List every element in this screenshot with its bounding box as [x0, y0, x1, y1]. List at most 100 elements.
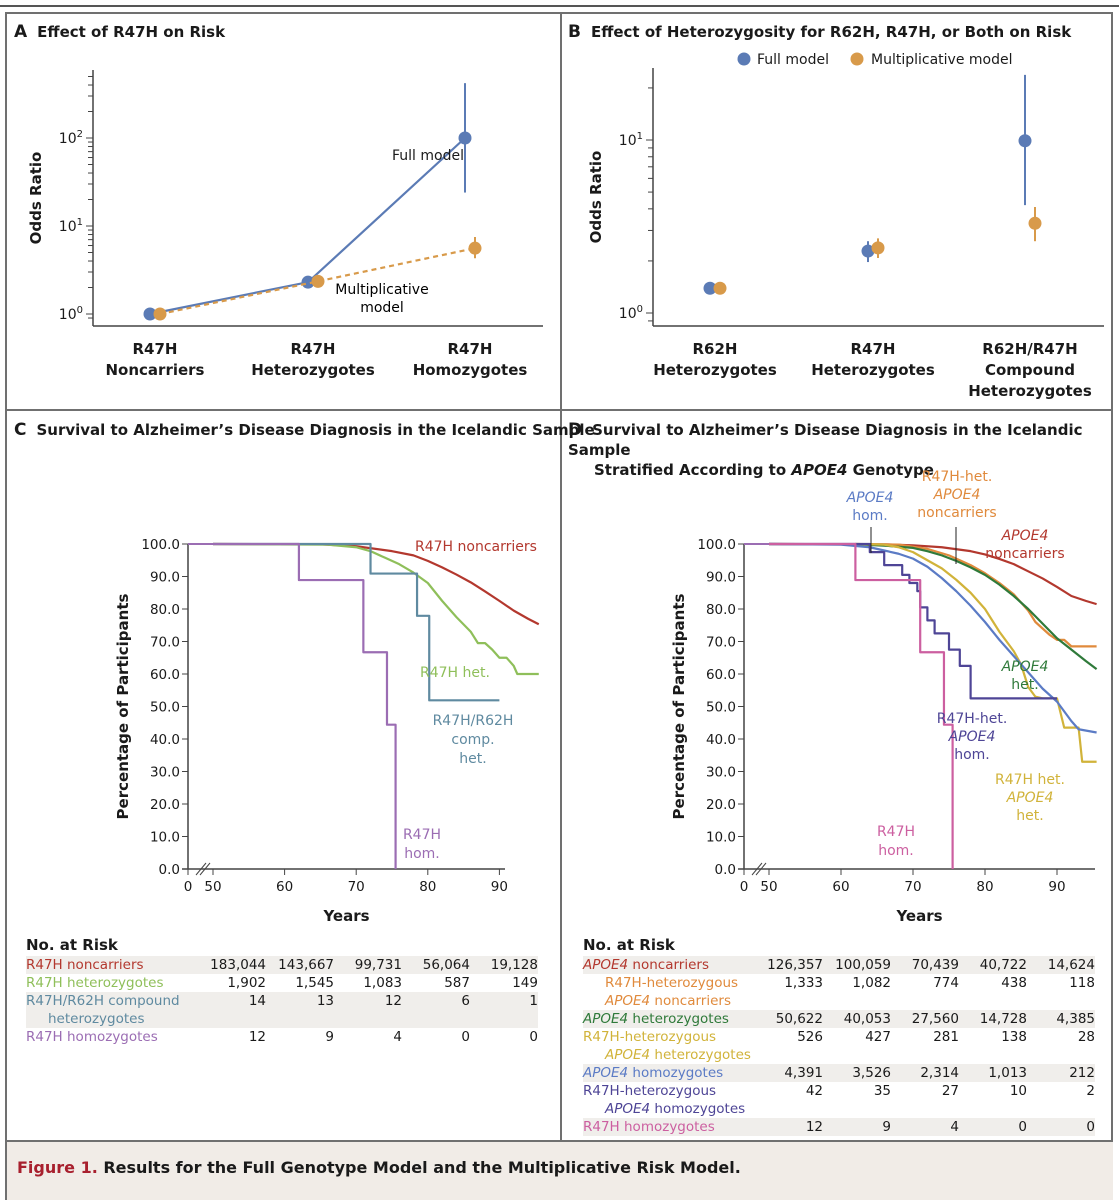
- top-rule: [0, 5, 1119, 7]
- y-tick-label: 70.0: [150, 635, 180, 651]
- x-category-label: R62H/R47H: [982, 340, 1077, 358]
- survival-curve-r47h-r62h-comp-het-: [213, 542, 500, 702]
- risk-count: 40,722: [959, 956, 1027, 974]
- x-tick-label: 70: [348, 879, 365, 895]
- risk-count: 126,357: [753, 956, 823, 974]
- survival-curve-apoe4-het-: [768, 542, 1098, 671]
- x-tick-label: 50: [204, 879, 221, 895]
- risk-table-row: R47H homozygotes 12 9 4 0 0: [583, 1118, 1095, 1136]
- risk-count: 12: [753, 1118, 823, 1136]
- x-tick-label: 50: [760, 879, 777, 895]
- x-tick-label: 70: [904, 879, 921, 895]
- x-category-label: R47H: [133, 340, 178, 358]
- risk-count: 0: [529, 1029, 538, 1045]
- label-apoe4-hom: APOE4 hom.: [846, 490, 894, 524]
- survival-curve-r47h-hom-: [213, 542, 397, 869]
- y-axis-label: Percentage of Participants: [670, 593, 688, 819]
- risk-row-label: APOE4 homozygotes: [583, 1064, 753, 1082]
- x-tick-label: 90: [491, 879, 508, 895]
- chart-d: 0.0 10.0 20.0 30.0 40.0 50.0 60.0 70.0 80.0 90.0 1…: [670, 527, 1098, 925]
- annotation-multiplicative-model: Multiplicative model: [335, 282, 428, 316]
- risk-count: 10: [1009, 1083, 1027, 1099]
- data-point: [861, 244, 875, 258]
- y-tick-label: 10.0: [150, 830, 180, 846]
- risk-count: 4,385: [1027, 1010, 1095, 1028]
- y-tick-label: 70.0: [706, 635, 736, 651]
- risk-count: 0: [959, 1118, 1027, 1136]
- y-tick-label: 100: [59, 305, 83, 323]
- x-tick-label: 0: [184, 879, 193, 895]
- risk-table-row: R47H noncarriers 183,044 143,667 99,731 56,0…: [26, 956, 538, 974]
- risk-count: 1: [470, 992, 538, 1028]
- risk-count: 13: [266, 992, 334, 1028]
- risk-count: 774: [933, 975, 959, 991]
- panel-a-title-text: Effect of R47H on Risk: [37, 23, 226, 41]
- y-tick-label: 20.0: [706, 797, 736, 813]
- y-tick-label: 40.0: [706, 732, 736, 748]
- risk-count: 9: [325, 1029, 334, 1045]
- x-tick-label: 80: [419, 879, 436, 895]
- risk-count: 0: [461, 1029, 470, 1045]
- panel-divider-vertical: [560, 12, 562, 1142]
- caption-text: Results for the Full Genotype Model and …: [97, 1158, 741, 1177]
- risk-count: 427: [865, 1029, 891, 1045]
- data-point: [311, 274, 325, 288]
- label-r47h-het-apoe4-het: R47H het. APOE4 het.: [995, 772, 1065, 824]
- x-tick-label: 60: [832, 879, 849, 895]
- risk-count: 4: [393, 1029, 402, 1045]
- risk-row-label: APOE4 heterozygotes: [583, 1010, 753, 1028]
- risk-count: 12: [334, 992, 402, 1028]
- risk-row-label: APOE4 noncarriers: [583, 956, 753, 974]
- data-point: [143, 307, 157, 321]
- y-tick-label: 60.0: [150, 667, 180, 683]
- data-point: [871, 241, 885, 255]
- data-point: [458, 131, 472, 145]
- risk-count: 1,082: [852, 975, 891, 991]
- y-tick-label: 90.0: [706, 570, 736, 586]
- risk-row-label: R47H homozygotes: [583, 1118, 753, 1136]
- y-tick-label: 80.0: [150, 602, 180, 618]
- risk-count: 183,044: [196, 956, 266, 974]
- survival-curve-r47h-het-apoe4-het-: [855, 542, 1097, 763]
- panel-d-title: D Survival to Alzheimer’s Disease Diagnos…: [568, 420, 1119, 480]
- x-category-label: R62H: [693, 340, 738, 358]
- y-tick-label: 20.0: [150, 797, 180, 813]
- risk-table-row: R47H-heterozygous APOE4 noncarriers 1,333 1…: [583, 974, 1095, 1010]
- survival-curve-r47h-het-: [212, 542, 539, 676]
- label-r47h-het: R47H het.: [420, 665, 490, 681]
- panel-b-title: B Effect of Heterozygosity for R62H, R47H…: [568, 22, 1071, 42]
- risk-count: 1,013: [959, 1064, 1027, 1082]
- legend-label-multiplicative-model: Multiplicative model: [871, 52, 1012, 68]
- y-axis-label: Odds Ratio: [27, 152, 45, 245]
- risk-count: 27,560: [891, 1010, 959, 1028]
- label-comp-het: R47H/R62H comp. het.: [433, 713, 514, 767]
- figure-caption: Figure 1. Results for the Full Genotype …: [5, 1142, 1113, 1200]
- panel-a-title: A Effect of R47H on Risk: [14, 22, 225, 42]
- panel-b-title-text: Effect of Heterozygosity for R62H, R47H,…: [590, 23, 1072, 41]
- risk-table-row: R47H/R62H compound heterozygotes 14 13 12 6 1: [26, 992, 538, 1028]
- label-r47h-het-apoe4-hom: R47H-het. APOE4 hom.: [937, 711, 1008, 763]
- axis-break-mark: [195, 862, 207, 876]
- risk-count: 138: [1001, 1029, 1027, 1045]
- x-category-label: Heterozygotes: [811, 361, 935, 379]
- label-apoe4-noncarriers: APOE4 noncarriers: [985, 528, 1064, 562]
- risk-count: 19,128: [470, 956, 538, 974]
- axis-break-mark: [199, 862, 211, 876]
- risk-table-heading: No. at Risk: [583, 936, 675, 954]
- x-category-label: R47H: [291, 340, 336, 358]
- risk-table-c: No. at Risk R47H noncarriers 183,044 143,66…: [26, 936, 542, 1046]
- risk-row-label: R47H noncarriers: [26, 956, 196, 974]
- y-tick-label: 102: [59, 129, 83, 147]
- risk-count: 2: [1086, 1083, 1095, 1099]
- risk-count: 118: [1069, 975, 1095, 991]
- y-tick-label: 100.0: [697, 537, 736, 553]
- risk-count: 40,053: [823, 1010, 891, 1028]
- x-category-label: Compound: [985, 361, 1075, 379]
- panel-d-title-line1: Survival to Alzheimer’s Disease Diagnosi…: [568, 421, 1083, 459]
- risk-count: 4,391: [753, 1064, 823, 1082]
- panel-c-title-text: Survival to Alzheimer’s Disease Diagnosi…: [36, 421, 595, 439]
- data-point: [703, 281, 717, 295]
- risk-table-row: R47H-heterozygous APOE4 heterozygotes 526 4…: [583, 1028, 1095, 1064]
- y-tick-label: 40.0: [150, 732, 180, 748]
